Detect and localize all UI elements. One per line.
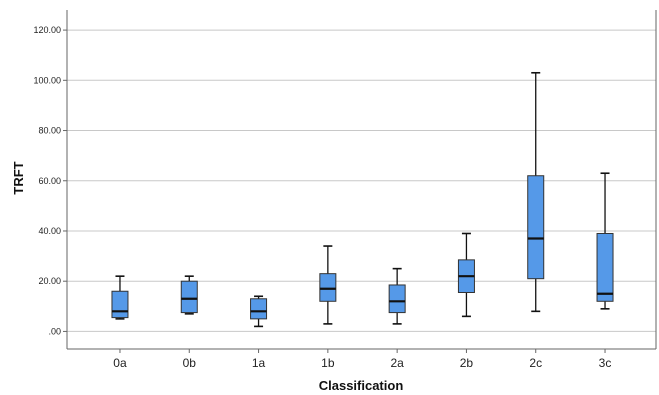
box-series: [111, 71, 614, 328]
y-tick-label: 60.00: [38, 176, 61, 186]
x-tick-label: 0b: [183, 356, 197, 370]
y-tick-label: 120.00: [33, 25, 61, 35]
x-tick-label: 2c: [529, 356, 542, 370]
x-tick-label: 3c: [599, 356, 612, 370]
gridlines: [67, 29, 656, 332]
iqr-box: [111, 290, 129, 319]
x-tick-label: 1b: [321, 356, 335, 370]
iqr-box: [319, 273, 337, 302]
y-axis-title: TRFT: [11, 161, 26, 194]
box-0b: [180, 275, 198, 315]
y-tick-label: 80.00: [38, 126, 61, 136]
y-tick-label: .00: [48, 326, 61, 336]
y-tick-label: 20.00: [38, 276, 61, 286]
iqr-box: [527, 175, 545, 280]
x-axis-title: Classification: [319, 378, 404, 393]
y-tick-label: 40.00: [38, 226, 61, 236]
x-tick-label: 2b: [460, 356, 474, 370]
box-0a: [111, 275, 129, 320]
y-axis-ticks: .00 20.00 40.00 60.00 80.00 100.00 120.00: [33, 25, 67, 336]
iqr-box: [180, 280, 198, 314]
iqr-box: [596, 232, 614, 302]
iqr-box: [388, 284, 406, 314]
box-2a: [388, 267, 406, 325]
x-tick-label: 2a: [390, 356, 404, 370]
y-tick-label: 100.00: [33, 75, 61, 85]
box-2b: [457, 232, 475, 318]
box-1b: [319, 245, 337, 325]
iqr-box: [250, 298, 268, 320]
x-axis-ticks: 0a 0b 1a 1b 2a 2b 2c 3c: [113, 349, 611, 370]
box-1a: [250, 295, 268, 328]
x-tick-label: 0a: [113, 356, 127, 370]
x-tick-label: 1a: [252, 356, 266, 370]
box-3c: [596, 172, 614, 310]
box-2c: [527, 71, 545, 313]
